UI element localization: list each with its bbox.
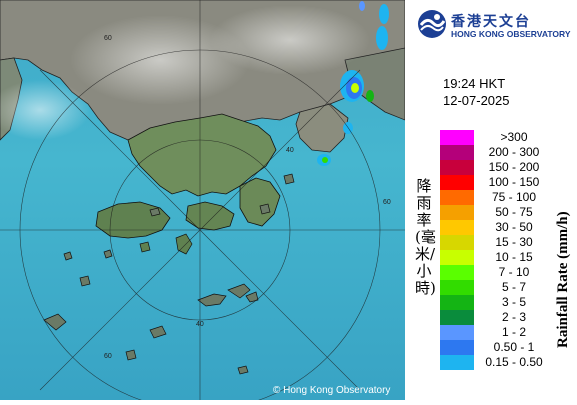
- legend-row: 0.15 - 0.50: [440, 355, 577, 370]
- cloud-patch: [70, 15, 250, 105]
- legend-row: 100 - 150: [440, 175, 577, 190]
- legend-label: 0.15 - 0.50: [485, 355, 543, 369]
- range-label: 40: [286, 147, 294, 154]
- radar-map-canvas: 60 40 60 40 60: [0, 0, 406, 405]
- rain-echoes: [317, 1, 389, 166]
- legend-swatch: [440, 190, 474, 205]
- radar-date: 12-07-2025: [443, 93, 510, 108]
- legend-swatch: [440, 340, 474, 355]
- legend-row: 200 - 300: [440, 145, 577, 160]
- legend-row: >300: [440, 130, 577, 145]
- legend-swatch: [440, 295, 474, 310]
- cloud-patch: [0, 80, 90, 140]
- legend-label: 150 - 200: [488, 160, 540, 174]
- legend-swatch: [440, 280, 474, 295]
- range-rings: [0, 0, 405, 405]
- hko-logo: 香港天文台 HONG KONG OBSERVATORY: [415, 6, 575, 42]
- legend-row: 2 - 3: [440, 310, 577, 325]
- legend-swatch: [440, 175, 474, 190]
- legend-row: 15 - 30: [440, 235, 577, 250]
- lamma-island: [175, 233, 193, 255]
- legend-label: 0.50 - 1: [493, 340, 535, 354]
- range-label: 60: [104, 353, 112, 360]
- cloud-patch: [210, 5, 370, 75]
- legend-swatch: [440, 250, 474, 265]
- legend-label: 3 - 5: [501, 295, 526, 309]
- legend-row: 10 - 15: [440, 250, 577, 265]
- east-peninsula: [295, 103, 349, 153]
- range-label: 60: [104, 35, 112, 42]
- legend-row: 50 - 75: [440, 205, 577, 220]
- hong-kong-island: [185, 201, 235, 231]
- legend-swatch: [440, 310, 474, 325]
- legend-swatch: [440, 220, 474, 235]
- legend-label: 75 - 100: [491, 190, 537, 204]
- outlying-islands: [43, 173, 295, 375]
- legend-swatch: [440, 355, 474, 370]
- legend-title-en: Rainfall Rate (mm/h): [555, 211, 571, 348]
- sai-kung-peninsula: [239, 177, 281, 227]
- range-label: 60: [383, 199, 391, 206]
- legend-label: >300: [500, 130, 528, 144]
- legend-title-zh: 降雨率(毫米/小時): [415, 177, 436, 297]
- legend-label: 5 - 7: [501, 280, 526, 294]
- legend-row: 0.50 - 1: [440, 340, 577, 355]
- legend-row: 30 - 50: [440, 220, 577, 235]
- copyright-text: © Hong Kong Observatory: [273, 385, 391, 396]
- legend-row: 5 - 7: [440, 280, 577, 295]
- legend-swatch: [440, 235, 474, 250]
- legend-label: 7 - 10: [498, 265, 530, 279]
- legend-swatch: [440, 265, 474, 280]
- legend-swatch: [440, 325, 474, 340]
- legend-label: 1 - 2: [501, 325, 526, 339]
- legend-label: 30 - 50: [495, 220, 533, 234]
- legend-swatch: [440, 160, 474, 175]
- new-territories-land: [127, 113, 277, 197]
- radar-time: 19:24 HKT: [443, 76, 506, 91]
- radar-map: 60 40 60 40 60 © Hong Kong Observatory: [0, 0, 406, 405]
- cheung-chau: [139, 241, 151, 253]
- legend-label: 10 - 15: [495, 250, 533, 264]
- hko-emblem-icon: [418, 10, 446, 38]
- legend-row: 3 - 5: [440, 295, 577, 310]
- legend-label: 2 - 3: [501, 310, 526, 324]
- legend-label: 50 - 75: [495, 205, 533, 219]
- legend-label: 100 - 150: [488, 175, 540, 189]
- legend-row: 7 - 10: [440, 265, 577, 280]
- legend-label: 200 - 300: [488, 145, 540, 159]
- org-name-zh: 香港天文台: [451, 14, 531, 30]
- legend-row: 75 - 100: [440, 190, 577, 205]
- legend-swatch: [440, 205, 474, 220]
- legend-row: 1 - 2: [440, 325, 577, 340]
- org-name-en: HONG KONG OBSERVATORY: [451, 29, 571, 39]
- legend-swatch: [440, 130, 474, 145]
- legend-label: 15 - 30: [495, 235, 533, 249]
- legend-panel: 香港天文台 HONG KONG OBSERVATORY 19:24 HKT 12…: [405, 0, 577, 400]
- range-label: 40: [196, 321, 204, 328]
- legend-swatch: [440, 145, 474, 160]
- legend-row: 150 - 200: [440, 160, 577, 175]
